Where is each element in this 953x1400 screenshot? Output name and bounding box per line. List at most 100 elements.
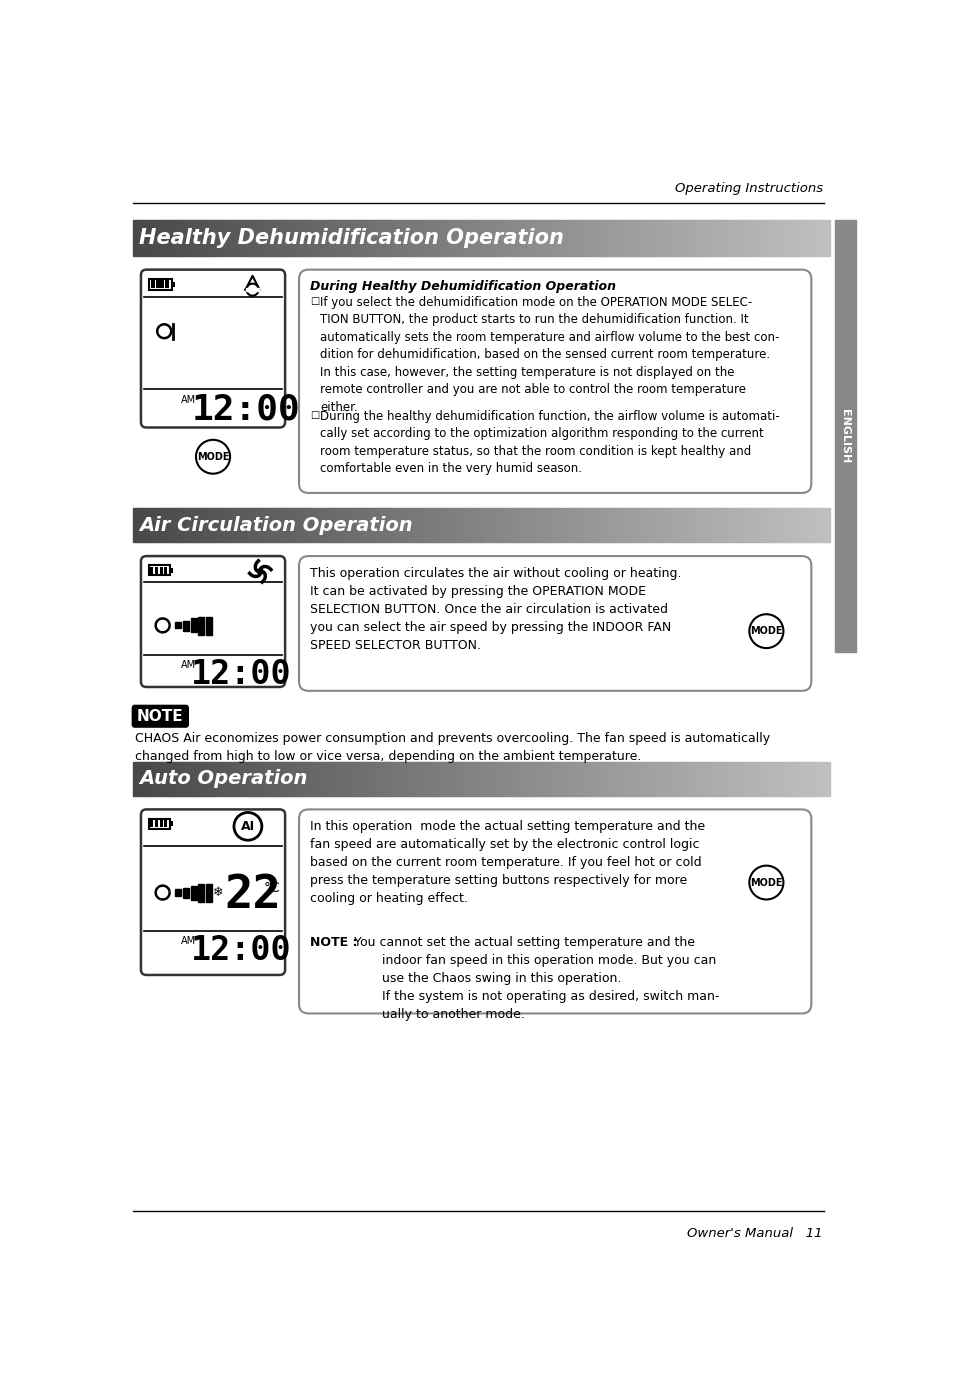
Bar	[647, 508, 652, 542]
Bar	[193, 762, 196, 795]
Bar	[206, 220, 211, 256]
Bar	[720, 762, 725, 795]
Bar	[501, 762, 506, 795]
Bar	[314, 508, 318, 542]
Text: MODE: MODE	[196, 452, 229, 462]
Bar	[665, 220, 669, 256]
Bar	[581, 508, 586, 542]
Bar	[231, 508, 234, 542]
Bar	[380, 762, 384, 795]
Bar	[376, 762, 380, 795]
Bar	[335, 762, 339, 795]
Bar	[665, 508, 669, 542]
Bar	[769, 220, 774, 256]
Bar	[697, 220, 700, 256]
Bar	[349, 220, 353, 256]
Bar	[411, 220, 416, 256]
Bar	[748, 220, 753, 256]
Bar	[453, 508, 457, 542]
Text: AM: AM	[181, 937, 196, 946]
Bar	[596, 508, 599, 542]
Bar	[432, 220, 436, 256]
Bar	[765, 762, 770, 795]
Bar	[655, 762, 659, 795]
Bar	[759, 762, 763, 795]
Bar	[676, 220, 679, 256]
Bar	[282, 508, 287, 542]
Bar	[509, 508, 513, 542]
Bar	[756, 220, 760, 256]
Text: CHAOS Air economizes power consumption and prevents overcooling. The fan speed i: CHAOS Air economizes power consumption a…	[134, 732, 769, 763]
Bar	[332, 762, 335, 795]
Bar	[790, 220, 794, 256]
Bar	[216, 508, 221, 542]
Bar	[213, 508, 217, 542]
Bar	[370, 508, 374, 542]
Bar	[172, 508, 175, 542]
Bar	[191, 619, 196, 633]
Bar	[554, 508, 558, 542]
Bar	[345, 762, 350, 795]
Bar	[321, 762, 325, 795]
Bar	[429, 762, 433, 795]
Bar	[811, 220, 815, 256]
Bar	[376, 220, 380, 256]
Bar	[815, 508, 819, 542]
Text: During the healthy dehumidification function, the airflow volume is automati-
ca: During the healthy dehumidification func…	[319, 410, 779, 475]
Bar	[286, 508, 291, 542]
Bar	[189, 508, 193, 542]
Bar	[640, 762, 645, 795]
Bar	[647, 220, 652, 256]
Bar	[818, 220, 822, 256]
Bar	[592, 762, 597, 795]
Bar	[498, 508, 502, 542]
Bar	[765, 220, 770, 256]
Bar	[311, 762, 314, 795]
Bar	[279, 762, 283, 795]
Bar	[512, 762, 517, 795]
Bar	[498, 762, 502, 795]
Circle shape	[748, 615, 782, 648]
Bar	[355, 508, 360, 542]
Bar	[571, 762, 576, 795]
Bar	[161, 220, 165, 256]
Bar	[338, 220, 342, 256]
Bar	[564, 762, 568, 795]
Bar	[311, 220, 314, 256]
Text: MODE: MODE	[749, 878, 781, 888]
Bar	[459, 220, 464, 256]
Bar	[644, 508, 648, 542]
Bar	[526, 508, 530, 542]
Text: In this operation  mode the actual setting temperature and the
fan speed are aut: In this operation mode the actual settin…	[310, 820, 704, 906]
Bar	[300, 220, 304, 256]
Bar	[178, 220, 183, 256]
Text: During Healthy Dehumidification Operation: During Healthy Dehumidification Operatio…	[310, 280, 616, 294]
Text: □: □	[310, 410, 319, 420]
Bar	[314, 220, 318, 256]
Bar	[147, 762, 152, 795]
Bar	[668, 508, 673, 542]
Bar	[415, 220, 419, 256]
Bar	[189, 762, 193, 795]
Bar	[644, 220, 648, 256]
Bar	[550, 220, 555, 256]
FancyBboxPatch shape	[141, 270, 285, 427]
Bar	[183, 888, 189, 897]
Bar	[477, 508, 481, 542]
Bar	[491, 762, 496, 795]
Bar	[133, 762, 137, 795]
Bar	[807, 508, 812, 542]
Text: Owner's Manual   11: Owner's Manual 11	[687, 1226, 822, 1240]
Bar	[258, 508, 262, 542]
Bar	[710, 508, 715, 542]
Bar	[602, 762, 607, 795]
Bar	[714, 762, 718, 795]
Bar	[748, 762, 753, 795]
Bar	[174, 220, 179, 256]
Bar	[231, 762, 234, 795]
Bar	[262, 508, 266, 542]
Bar	[588, 508, 593, 542]
Bar	[168, 508, 172, 542]
Bar	[165, 280, 169, 288]
Bar	[216, 220, 221, 256]
